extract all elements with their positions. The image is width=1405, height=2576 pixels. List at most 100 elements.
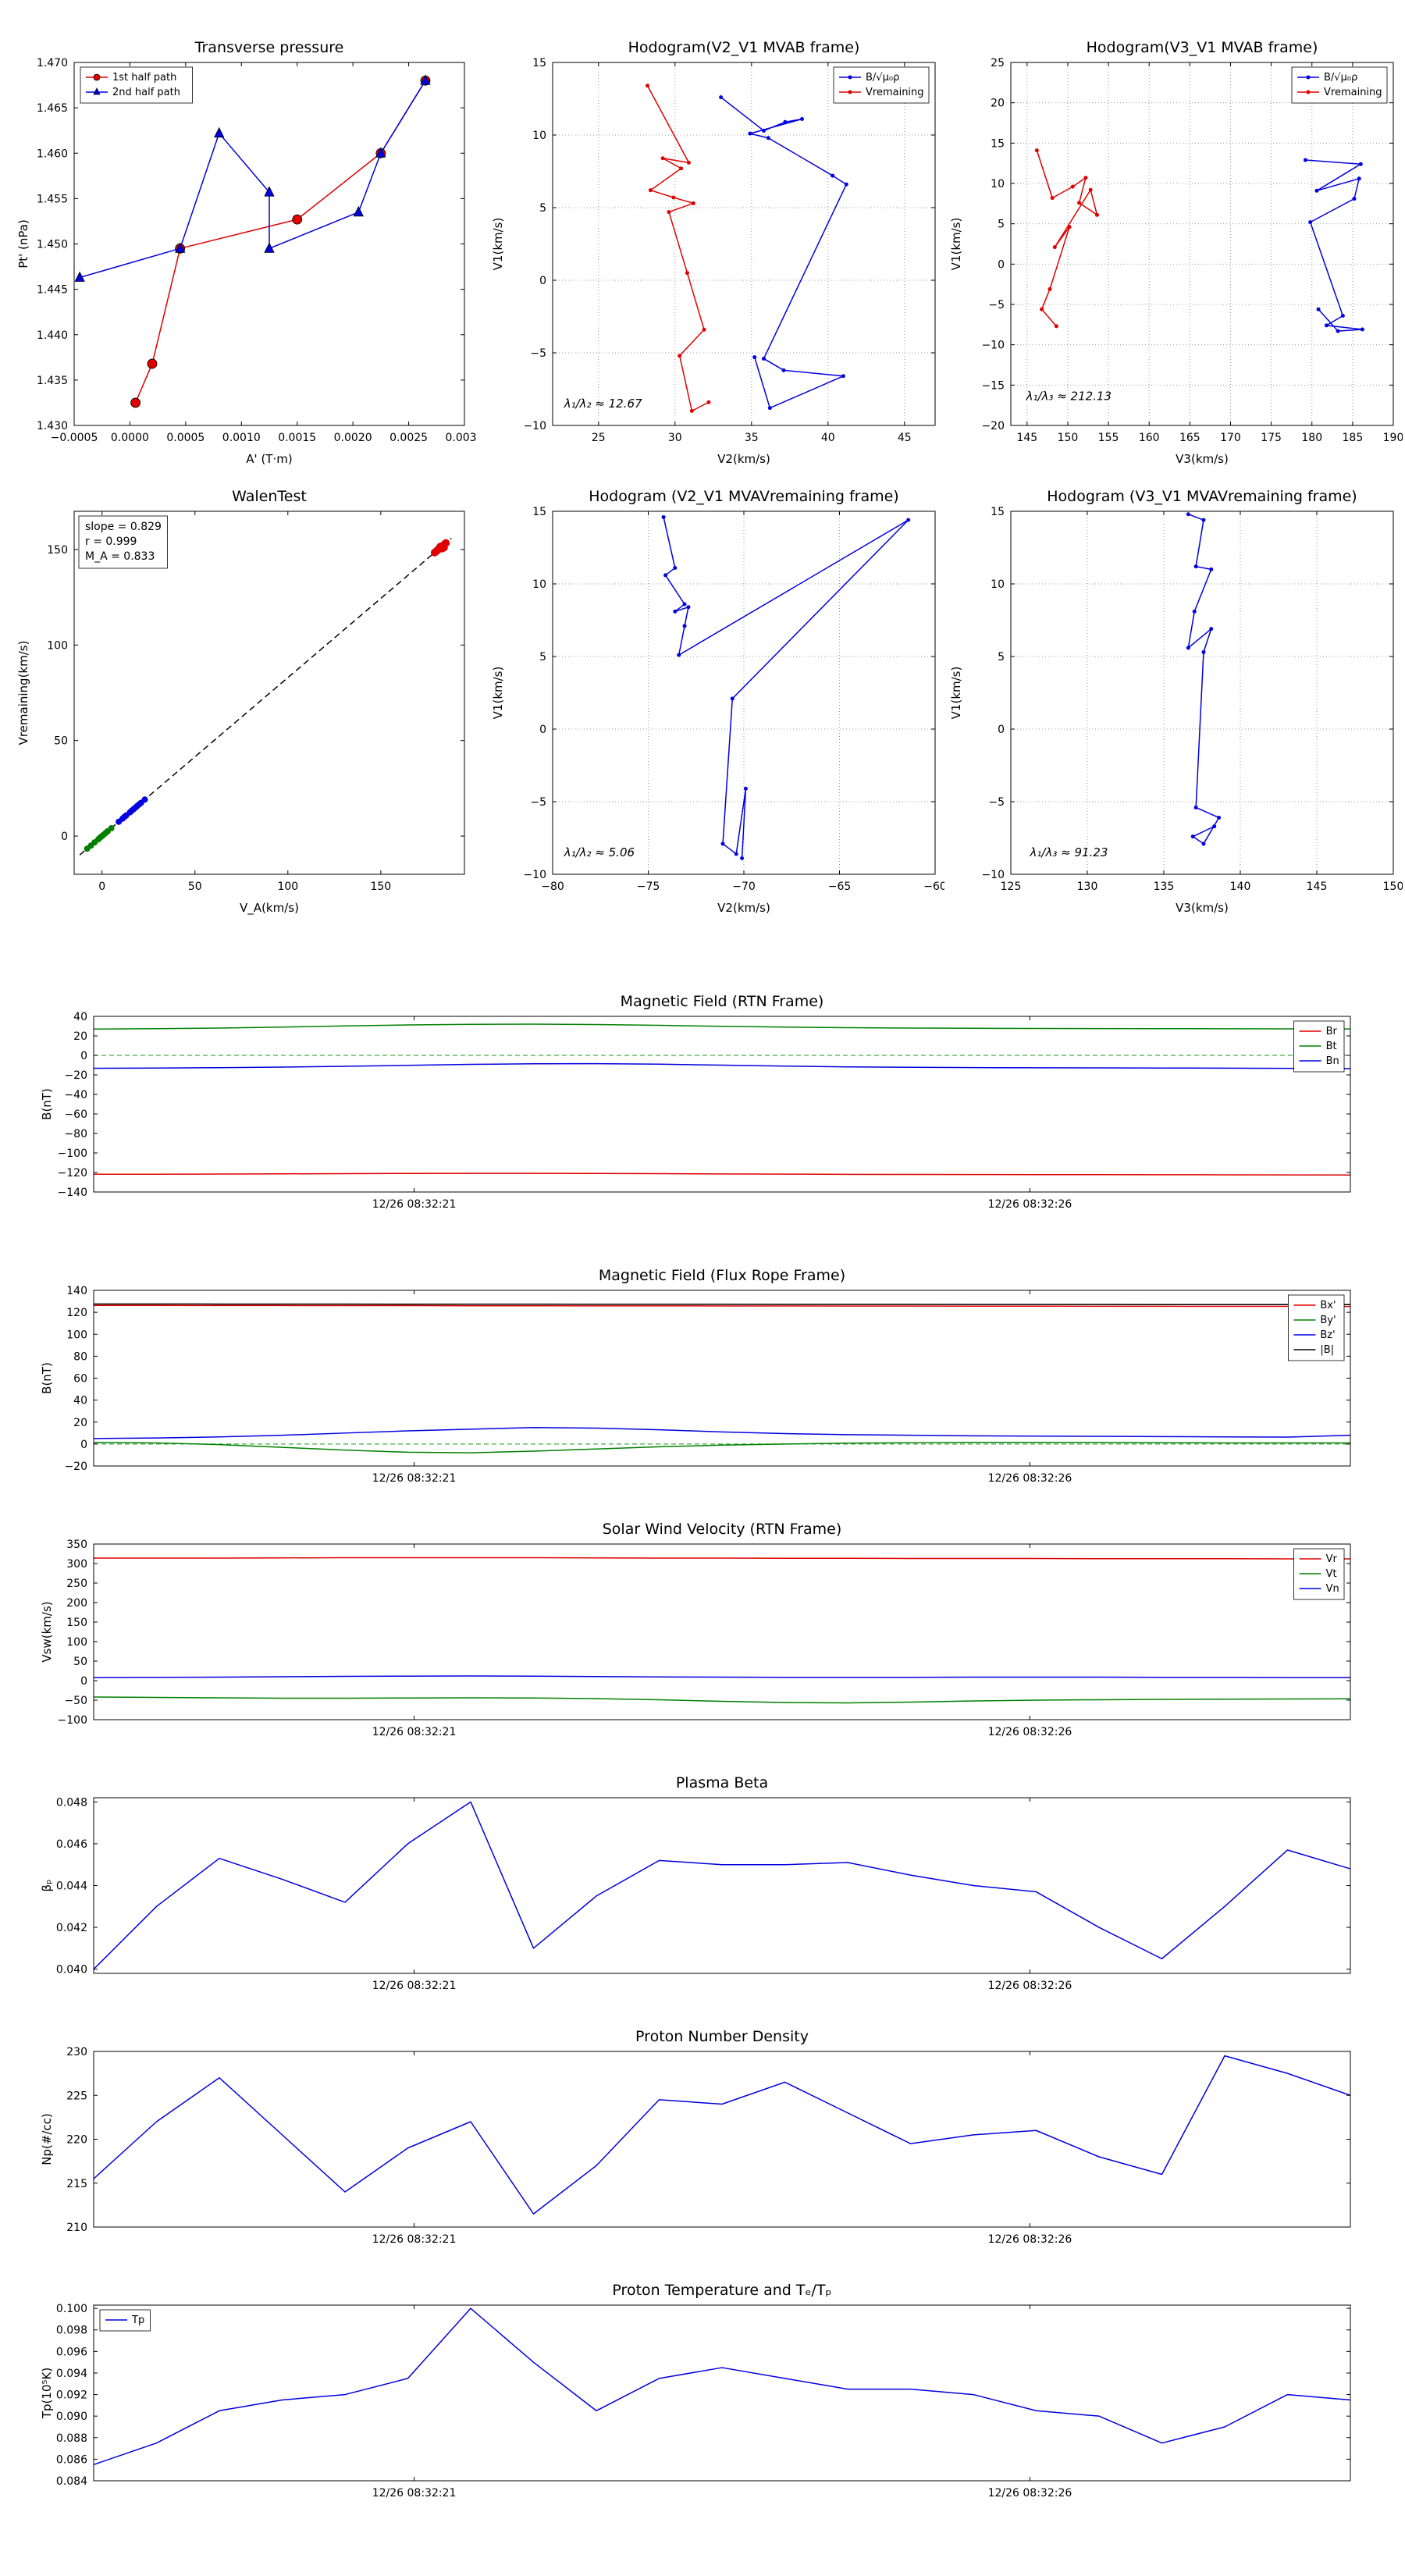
svg-text:150: 150 (1058, 432, 1079, 444)
svg-text:0.098: 0.098 (56, 2325, 87, 2337)
svg-text:150: 150 (47, 544, 68, 557)
svg-text:15: 15 (991, 506, 1005, 518)
svg-text:100: 100 (47, 639, 68, 652)
svg-text:25: 25 (592, 432, 606, 444)
svg-text:140: 140 (1230, 881, 1251, 893)
svg-text:0: 0 (80, 1439, 87, 1451)
svg-text:10: 10 (991, 578, 1005, 591)
svg-text:r = 0.999: r = 0.999 (85, 535, 137, 548)
svg-text:Magnetic Field (RTN Frame): Magnetic Field (RTN Frame) (621, 993, 824, 1010)
svg-text:Bt: Bt (1326, 1041, 1337, 1052)
svg-text:50: 50 (54, 735, 68, 748)
svg-text:B/√μ₀ρ: B/√μ₀ρ (866, 72, 899, 84)
svg-text:350: 350 (66, 1539, 87, 1551)
svg-text:12/26 08:32:26: 12/26 08:32:26 (988, 1198, 1072, 1211)
svg-text:Proton Number Density: Proton Number Density (635, 2028, 809, 2045)
svg-text:40: 40 (73, 1395, 87, 1407)
svg-text:10: 10 (991, 178, 1005, 190)
svg-text:0: 0 (998, 258, 1005, 271)
svg-text:V_A(km/s): V_A(km/s) (240, 901, 299, 916)
svg-text:12/26 08:32:21: 12/26 08:32:21 (372, 1980, 457, 1992)
panel-hodogram-v2v1-mvav: −80 −75 −70 −65 −60 −10 −5 0 5 10 15 Hodogram (V2_V… (482, 461, 947, 934)
panel-hodogram-v2v1-mvab: 25 30 35 40 45 −10 −5 0 5 10 15 Hodogram(V2_V1 MVAB… (482, 12, 944, 485)
svg-text:−5: −5 (988, 299, 1005, 311)
svg-text:0.042: 0.042 (56, 1922, 87, 1934)
svg-text:1.440: 1.440 (37, 329, 68, 342)
svg-text:V1(km/s): V1(km/s) (949, 667, 963, 720)
svg-text:5: 5 (998, 219, 1005, 231)
hodogram-v2v1-mvav-chart: −80 −75 −70 −65 −60 −10 −5 0 5 10 15 Hodogram (V2_V… (491, 488, 947, 915)
svg-text:Pt' (nPa): Pt' (nPa) (16, 219, 30, 269)
svg-text:λ₁/λ₃ ≈ 91.23: λ₁/λ₃ ≈ 91.23 (1030, 845, 1108, 859)
svg-text:1st half path: 1st half path (112, 72, 176, 84)
svg-text:−70: −70 (732, 881, 756, 893)
svg-text:1.455: 1.455 (37, 193, 68, 205)
panel-hodogram-v3v1-mvab: 145 150 155 160 165 170 175 180 185 190 −20 −15 −10−… (941, 12, 1403, 485)
svg-text:Plasma Beta: Plasma Beta (676, 1774, 768, 1791)
svg-text:12/26 08:32:21: 12/26 08:32:21 (372, 1198, 457, 1211)
svg-text:10: 10 (532, 578, 546, 591)
svg-text:−10: −10 (981, 340, 1005, 352)
svg-text:155: 155 (1098, 432, 1119, 444)
svg-text:−50: −50 (64, 1695, 87, 1707)
panel-vsw-rtn: 12/26 08:32:21 12/26 08:32:26 −100 −50 0 50 10… (31, 1505, 1374, 1755)
svg-text:B/√μ₀ρ: B/√μ₀ρ (1324, 72, 1357, 84)
svg-text:225: 225 (66, 2090, 87, 2102)
svg-text:Hodogram (V3_V1 MVAVremaining: Hodogram (V3_V1 MVAVremaining frame) (1047, 488, 1357, 505)
panel-hodogram-v3v1-mvav: 125 130 135 140 145 150 −10 −5 0 5 10 15 Hodogram (V… (941, 461, 1403, 934)
hodogram-v3v1-mvab-chart: 145 150 155 160 165 170 175 180 185 190−20−15−10−… (949, 39, 1403, 466)
svg-text:Vr: Vr (1326, 1553, 1338, 1565)
svg-text:0: 0 (539, 724, 546, 736)
svg-text:−120: −120 (58, 1167, 87, 1179)
svg-text:0.084: 0.084 (56, 2475, 87, 2488)
svg-text:80: 80 (73, 1350, 87, 1363)
svg-text:125: 125 (1001, 881, 1022, 893)
svg-text:12/26 08:32:21: 12/26 08:32:21 (372, 2487, 457, 2500)
panel-transverse-pressure: −0.0005 0.0000 0.0005 0.0010 0.0015 0.0020 0.0… (8, 12, 484, 485)
svg-text:145: 145 (1016, 432, 1037, 444)
svg-text:λ₁/λ₃ ≈ 212.13: λ₁/λ₃ ≈ 212.13 (1026, 389, 1112, 403)
svg-text:−60: −60 (923, 881, 944, 893)
panel-bfield-fluxrope: 12/26 08:32:21 12/26 08:32:26 −20 0 20 40 60 80… (31, 1251, 1374, 1501)
svg-text:20: 20 (73, 1417, 87, 1429)
panel-walen-test: 0 50 100 150 0 50 100 150 WalenTest V_A(km/s) Vrem… (8, 461, 476, 934)
svg-text:Magnetic Field (Flux Rope Fram: Magnetic Field (Flux Rope Frame) (599, 1267, 845, 1284)
svg-text:−40: −40 (64, 1089, 87, 1101)
svg-text:40: 40 (821, 432, 835, 444)
svg-text:0.044: 0.044 (56, 1880, 87, 1893)
svg-text:0.090: 0.090 (56, 2411, 87, 2423)
svg-text:0.048: 0.048 (56, 1796, 87, 1809)
svg-text:185: 185 (1343, 432, 1364, 444)
svg-text:1.430: 1.430 (37, 420, 68, 432)
svg-text:Vn: Vn (1326, 1583, 1339, 1595)
svg-text:Vremaining: Vremaining (1324, 87, 1382, 98)
svg-text:165: 165 (1179, 432, 1200, 444)
svg-text:WalenTest: WalenTest (232, 488, 307, 505)
svg-text:0.040: 0.040 (56, 1964, 87, 1976)
svg-text:Transverse pressure: Transverse pressure (194, 39, 344, 56)
svg-text:V1(km/s): V1(km/s) (491, 218, 505, 271)
svg-text:λ₁/λ₂ ≈ 12.67: λ₁/λ₂ ≈ 12.67 (564, 397, 642, 411)
svg-text:0: 0 (80, 1675, 87, 1688)
panel-proton-density: 12/26 08:32:21 12/26 08:32:26 210 215 220 225… (31, 2012, 1374, 2262)
svg-text:10: 10 (532, 130, 546, 142)
svg-text:0.0005: 0.0005 (166, 432, 205, 444)
svg-text:150: 150 (66, 1617, 87, 1629)
plasma-beta-chart: 12/26 08:32:21 12/26 08:32:26 0.040 0.042 0.… (40, 1774, 1351, 1992)
transverse-pressure-chart: −0.0005 0.0000 0.0005 0.0010 0.0015 0.0020 0.0… (16, 39, 484, 466)
svg-text:0.096: 0.096 (56, 2346, 87, 2358)
svg-text:βₚ: βₚ (40, 1880, 54, 1892)
hodogram-v2v1-mvab-chart: 25 30 35 40 45 −10 −5 0 5 10 15 Hodogram(V2_V1 MVAB… (491, 39, 936, 466)
svg-text:V3(km/s): V3(km/s) (1176, 452, 1229, 466)
svg-text:0: 0 (80, 1050, 87, 1062)
svg-text:0.0020: 0.0020 (334, 432, 372, 444)
svg-text:0.0010: 0.0010 (222, 432, 261, 444)
bfield-rtn-chart: 12/26 08:32:21 12/26 08:32:26 −140 −120 −100… (40, 993, 1351, 1211)
svg-text:60: 60 (73, 1373, 87, 1386)
svg-text:150: 150 (1383, 881, 1403, 893)
svg-text:100: 100 (277, 881, 298, 893)
svg-text:−20: −20 (64, 1461, 87, 1473)
svg-text:Hodogram(V2_V1 MVAB frame): Hodogram(V2_V1 MVAB frame) (628, 39, 860, 56)
svg-text:B(nT): B(nT) (40, 1362, 54, 1394)
